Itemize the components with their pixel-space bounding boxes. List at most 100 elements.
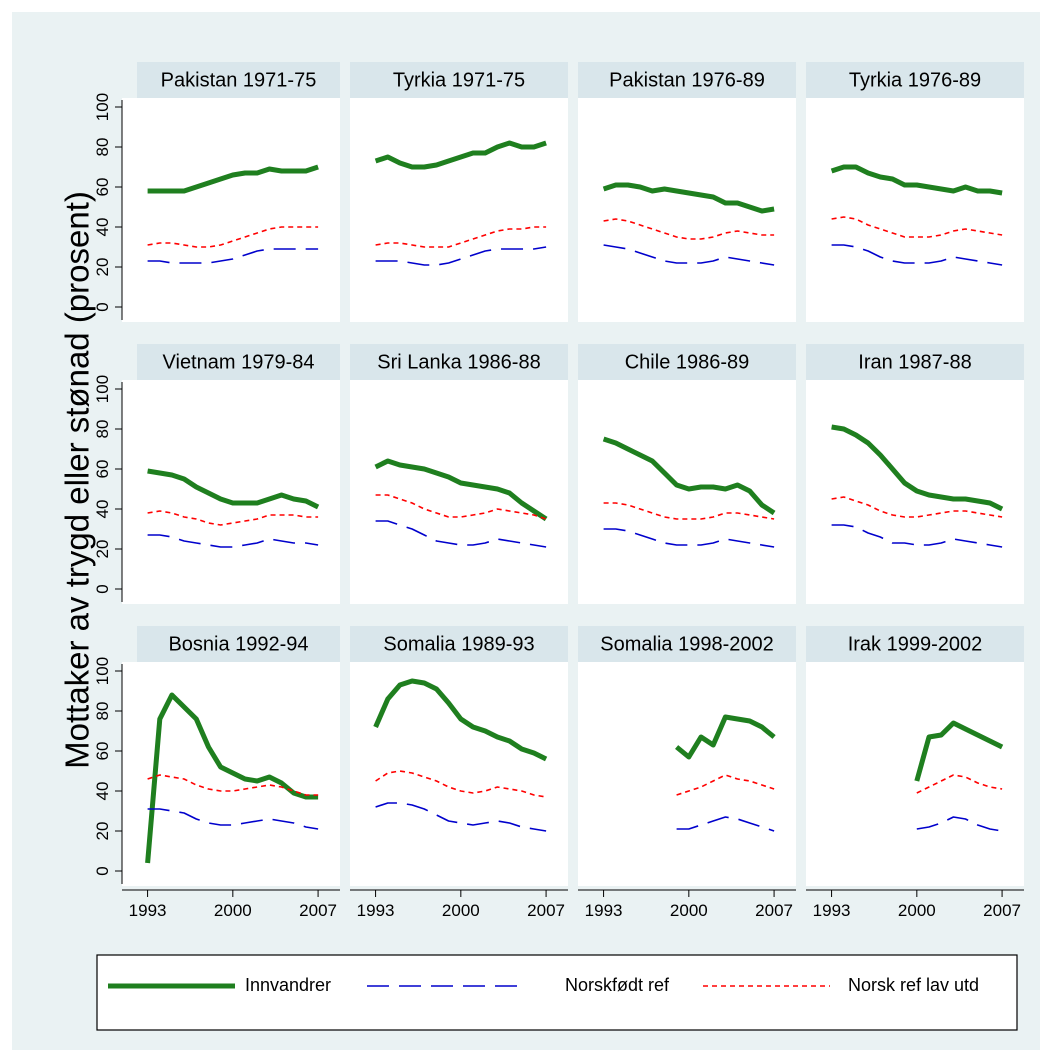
x-tick-label: 2007: [983, 901, 1021, 920]
panel-title: Irak 1999-2002: [848, 633, 983, 655]
panel-strip: [350, 626, 568, 662]
plot-area: [350, 98, 568, 322]
series-line: [147, 808, 319, 830]
panel-title: Vietnam 1979-84: [163, 351, 315, 373]
x-tick-label: 1993: [129, 901, 167, 920]
series-line: [603, 218, 775, 240]
panel-title: Chile 1986-89: [625, 351, 750, 373]
series-line: [831, 496, 1003, 518]
x-tick-label: 1993: [357, 901, 395, 920]
panel-strip: [578, 62, 796, 98]
plot-area: [578, 380, 796, 604]
y-tick-label: 0: [93, 584, 112, 593]
y-tick-label: 60: [93, 460, 112, 479]
plot-area: [122, 380, 340, 604]
x-tick-label: 1993: [813, 901, 851, 920]
y-tick-label: 20: [93, 258, 112, 277]
y-tick-label: 40: [93, 218, 112, 237]
y-tick-label: 100: [93, 375, 112, 403]
panel-strip: [806, 344, 1024, 380]
legend-label: Norsk ref lav utd: [848, 975, 979, 995]
series-line: [375, 494, 547, 520]
panel-title: Tyrkia 1976-89: [849, 69, 981, 91]
x-tick-label: 2000: [442, 901, 480, 920]
y-tick-label: 40: [93, 500, 112, 519]
plot-area: [350, 662, 568, 886]
plot-area: [806, 662, 1024, 886]
series-line: [831, 244, 1003, 266]
series-line: [147, 164, 319, 194]
panel-title: Iran 1987-88: [858, 351, 971, 373]
plot-area: [122, 98, 340, 322]
panel-strip: [578, 626, 796, 662]
y-tick-label: 80: [93, 420, 112, 439]
series-line: [375, 520, 547, 548]
x-tick-label: 2000: [898, 901, 936, 920]
series-line: [916, 816, 1003, 832]
series-line: [147, 468, 320, 510]
legend-label: Innvandrer: [245, 975, 331, 995]
series-line: [603, 502, 775, 520]
y-tick-label: 80: [93, 138, 112, 157]
series-line: [831, 424, 1004, 512]
legend: [96, 954, 1018, 1031]
x-tick-label: 2007: [299, 901, 337, 920]
series-line: [147, 510, 319, 526]
series-line: [914, 720, 1004, 782]
panel-title: Bosnia 1992-94: [168, 633, 308, 655]
series-line: [375, 246, 547, 266]
plot-area: [806, 98, 1024, 322]
y-tick-label: 20: [93, 822, 112, 841]
panel-strip: [137, 62, 340, 98]
series-line: [375, 226, 547, 248]
panel-strip: [806, 62, 1024, 98]
series-line: [375, 802, 547, 832]
x-tick-label: 2000: [670, 901, 708, 920]
plot-area: [578, 662, 796, 886]
series-line: [831, 216, 1003, 238]
series-line: [916, 774, 1003, 794]
series-line: [603, 244, 775, 266]
panel-title: Pakistan 1976-89: [609, 69, 765, 91]
panel-title: Somalia 1998-2002: [600, 633, 773, 655]
plot-area: [350, 380, 568, 604]
series-line: [147, 774, 319, 796]
series-line: [147, 534, 319, 548]
y-tick-label: 100: [93, 657, 112, 685]
y-tick-label: 60: [93, 178, 112, 197]
series-line: [831, 524, 1003, 548]
series-line: [602, 182, 775, 214]
y-tick-label: 0: [93, 302, 112, 311]
legend-label: Norskfødt ref: [565, 975, 670, 995]
series-line: [375, 770, 547, 798]
y-tick-label: 60: [93, 742, 112, 761]
series-line: [602, 436, 776, 516]
series-line: [675, 714, 776, 760]
series-line: [147, 226, 319, 248]
panel-strip: [578, 344, 796, 380]
panel-title: Sri Lanka 1986-88: [377, 351, 540, 373]
series-line: [603, 528, 775, 548]
panel-strip: [806, 626, 1024, 662]
y-axis-label: Mottaker av trygd eller stønad (prosent): [59, 191, 96, 769]
series-line: [830, 164, 1003, 196]
x-tick-label: 2007: [527, 901, 565, 920]
y-tick-label: 100: [93, 93, 112, 121]
y-tick-label: 80: [93, 702, 112, 721]
x-tick-label: 2007: [755, 901, 793, 920]
panel-title: Somalia 1989-93: [383, 633, 534, 655]
panel-strip: [137, 626, 340, 662]
series-line: [147, 248, 319, 264]
x-tick-label: 1993: [585, 901, 623, 920]
series-line: [373, 678, 548, 762]
y-tick-label: 20: [93, 540, 112, 559]
panel-strip: [350, 344, 568, 380]
series-line: [374, 140, 547, 170]
x-tick-label: 2000: [214, 901, 252, 920]
panel-strip: [350, 62, 568, 98]
y-tick-label: 0: [93, 866, 112, 875]
panel-title: Pakistan 1971-75: [161, 69, 317, 91]
y-tick-label: 40: [93, 782, 112, 801]
